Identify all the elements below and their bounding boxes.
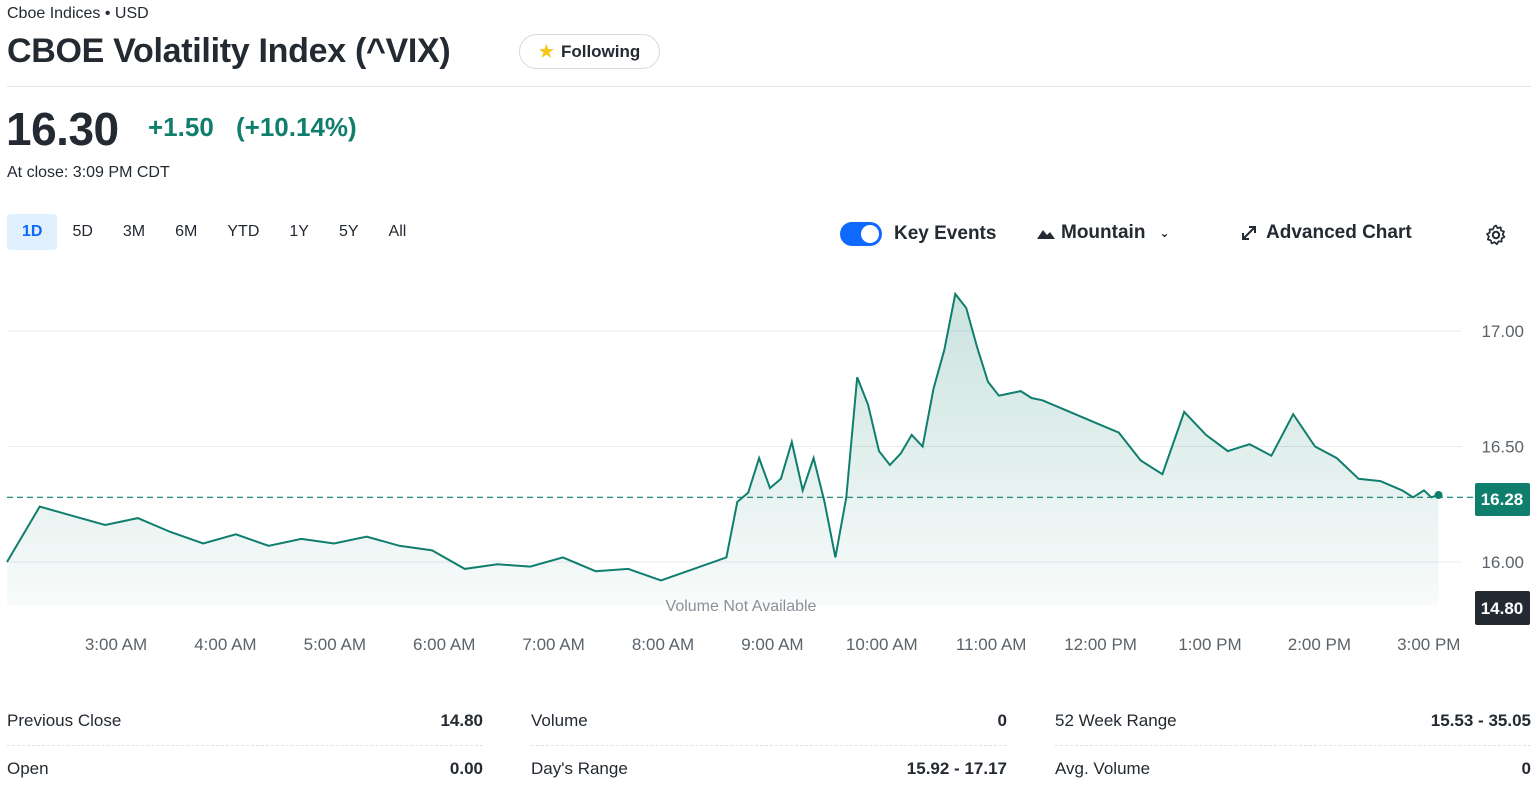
range-1y[interactable]: 1Y	[289, 223, 309, 240]
x-tick-label: 11:00 AM	[956, 635, 1027, 654]
stats-column-3: 52 Week Range 15.53 - 35.05 Avg. Volume …	[1055, 698, 1531, 787]
y-tick-label: 16.00	[1481, 553, 1524, 572]
stat-label: 52 Week Range	[1055, 710, 1177, 730]
x-axis: 3:00 AM 4:00 AM 5:00 AM 6:00 AM 7:00 AM 8:00 …	[85, 635, 1461, 654]
price-line	[6, 291, 1439, 582]
last-price-dot	[1434, 491, 1443, 500]
key-events-toggle[interactable]	[840, 222, 882, 246]
stat-value: 0	[1521, 759, 1531, 778]
stat-label: Day's Range	[531, 759, 628, 778]
x-tick-label: 3:00 AM	[85, 635, 147, 654]
page-title: CBOE Volatility Index (^VIX)	[7, 32, 451, 70]
stat-volume: Volume 0	[531, 698, 1007, 746]
chevron-down-icon: ⌄	[1159, 226, 1170, 240]
x-tick-label: 12:00 PM	[1064, 635, 1137, 654]
stat-value: 0.00	[449, 759, 483, 778]
x-tick-label: 3:00 PM	[1397, 635, 1460, 654]
stat-label: Previous Close	[7, 710, 122, 730]
y-tick-label: 16.50	[1481, 438, 1524, 457]
stat-label: Volume	[531, 710, 588, 730]
stat-avg-volume: Avg. Volume 0	[1055, 746, 1531, 787]
range-6m[interactable]: 6M	[175, 223, 198, 240]
star-icon: ★	[538, 41, 554, 61]
range-selector: 1D 5D 3M 6M YTD 1Y 5Y All	[7, 214, 421, 250]
previous-close-badge	[1475, 591, 1530, 625]
x-tick-label: 9:00 AM	[741, 635, 803, 654]
advanced-chart-button[interactable]: Advanced Chart	[1240, 222, 1412, 244]
stat-52-week-range: 52 Week Range 15.53 - 35.05	[1055, 698, 1531, 746]
close-time: At close: 3:09 PM CDT	[7, 164, 170, 181]
chart-type-dropdown[interactable]: Mountain ⌄	[1037, 222, 1170, 244]
stats-column-1: Previous Close 14.80 Open 0.00	[7, 698, 483, 787]
stat-value: 0	[997, 710, 1007, 730]
current-price-label: 16.28	[1481, 490, 1524, 509]
x-tick-label: 2:00 PM	[1288, 635, 1351, 654]
stat-value: 14.80	[440, 710, 483, 730]
mountain-icon	[1037, 230, 1055, 239]
expand-icon	[1242, 226, 1256, 240]
range-all[interactable]: All	[388, 223, 407, 240]
price-area	[7, 294, 1439, 605]
key-events-toggle-group: Key Events	[840, 222, 996, 246]
stat-value: 15.53 - 35.05	[1430, 710, 1531, 730]
x-tick-label: 4:00 AM	[194, 635, 256, 654]
x-tick-label: 8:00 AM	[632, 635, 694, 654]
stat-value: 15.92 - 17.17	[906, 759, 1007, 778]
stat-label: Avg. Volume	[1055, 759, 1151, 778]
quote-change: +1.50	[148, 112, 214, 142]
quote-price: 16.30	[6, 103, 119, 155]
exchange-label: Cboe Indices • USD	[7, 5, 149, 22]
header-divider	[7, 86, 1531, 87]
following-label: Following	[560, 41, 641, 61]
previous-close-label: 14.80	[1481, 599, 1524, 618]
advanced-chart-label: Advanced Chart	[1266, 222, 1412, 243]
chart-type-label: Mountain	[1061, 222, 1146, 243]
x-tick-label: 10:00 AM	[846, 635, 918, 654]
x-tick-label: 1:00 PM	[1178, 635, 1241, 654]
stat-open: Open 0.00	[7, 746, 483, 787]
range-ytd[interactable]: YTD	[227, 223, 260, 240]
x-tick-label: 7:00 AM	[522, 635, 584, 654]
gear-icon[interactable]	[1484, 223, 1508, 247]
quote-change-percent: (+10.14%)	[236, 112, 357, 142]
x-tick-label: 6:00 AM	[413, 635, 475, 654]
range-5y[interactable]: 5Y	[338, 223, 359, 240]
range-5d[interactable]: 5D	[72, 223, 93, 240]
y-axis: 17.00 16.50 16.00	[1481, 322, 1524, 572]
stat-label: Open	[7, 759, 49, 778]
key-events-label: Key Events	[894, 223, 997, 244]
y-tick-label: 17.00	[1481, 322, 1524, 341]
stat-previous-close: Previous Close 14.80	[7, 698, 483, 746]
volume-note: Volume Not Available	[666, 598, 817, 615]
price-chart[interactable]: 17.00 16.50 16.00 3:00 AM 4:00 AM 5:00 AM 6:0…	[0, 260, 1539, 660]
following-button[interactable]: ★ Following	[519, 34, 660, 69]
current-price-badge	[1475, 483, 1530, 516]
stats-column-2: Volume 0 Day's Range 15.92 - 17.17	[531, 698, 1007, 787]
range-1d[interactable]: 1D	[7, 214, 58, 250]
x-tick-label: 5:00 AM	[304, 635, 366, 654]
stat-days-range: Day's Range 15.92 - 17.17	[531, 746, 1007, 787]
range-3m[interactable]: 3M	[122, 223, 146, 240]
